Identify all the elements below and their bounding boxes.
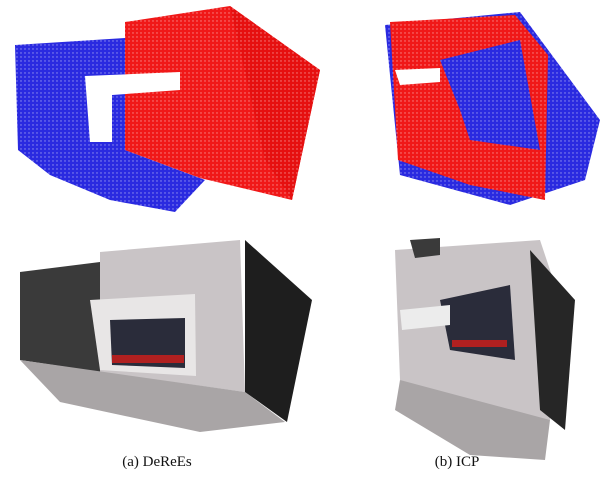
caption: (a) DeReEs [122, 454, 192, 470]
dereees-registration-colored [10, 0, 325, 215]
page: {"captions": ["(a) DeReEs", "(b) ICP"]} [0, 0, 608, 486]
dereees-reconstruction [20, 240, 312, 432]
icp-reconstruction [395, 238, 575, 460]
caption: (b) ICP [435, 454, 480, 470]
icp-registration-colored [380, 0, 605, 215]
figure: (a) DeReEs (b) ICP [0, 0, 608, 486]
